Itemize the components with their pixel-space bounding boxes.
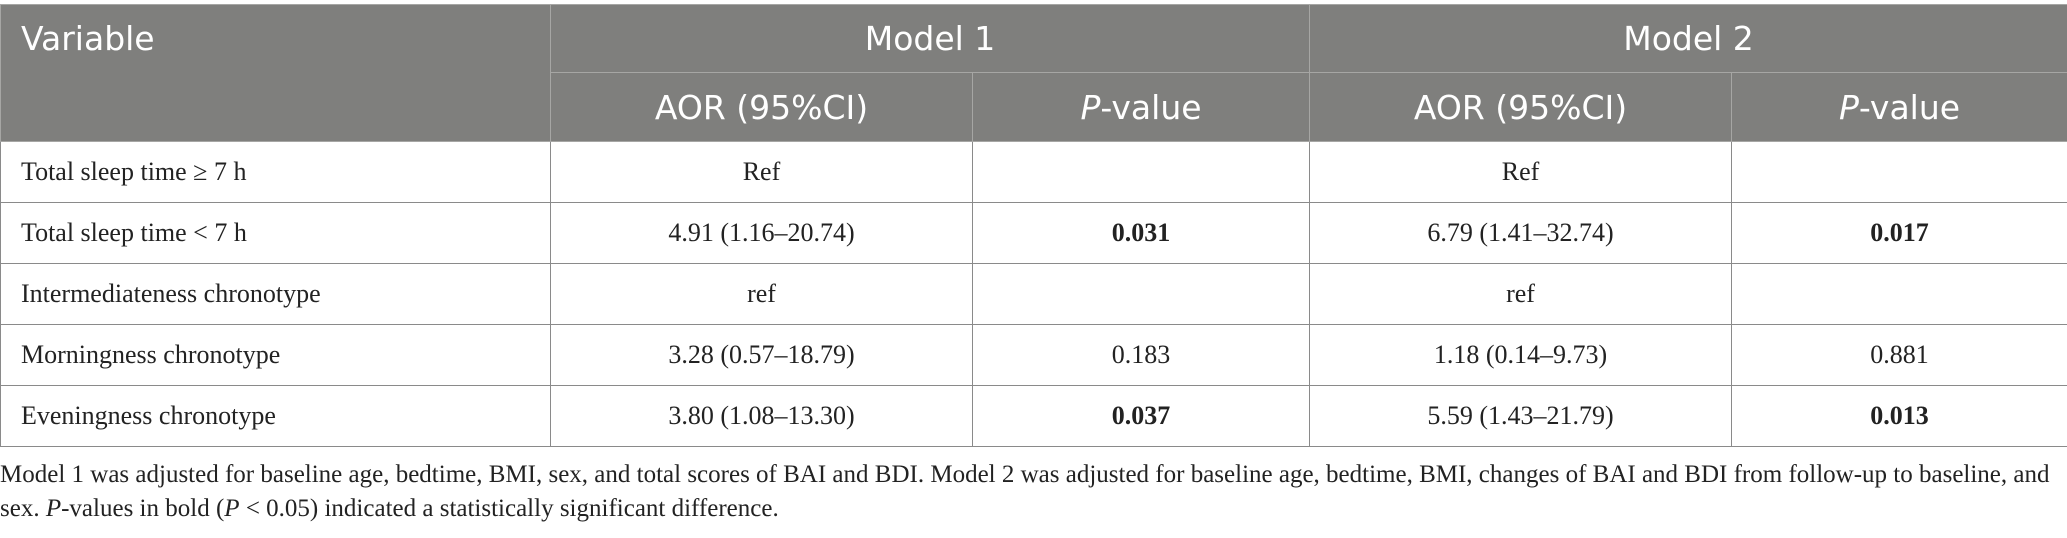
m2-p-cell: 0.881 <box>1731 324 2067 386</box>
m1-aor-cell: Ref <box>550 141 973 203</box>
header-m2-aor: AOR (95%CI) <box>1309 72 1733 142</box>
m1-aor-cell: 3.80 (1.08–13.30) <box>550 385 973 447</box>
table-row: Intermediateness chronotype ref ref <box>0 263 2067 325</box>
header-variable: Variable <box>0 4 551 142</box>
footnote-text-1: Model 1 was adjusted for baseline age, b… <box>0 461 2050 522</box>
row-label: Total sleep time ≥ 7 h <box>0 141 551 203</box>
header-m2-pvalue: P-value <box>1731 72 2067 142</box>
m1-aor-cell: 3.28 (0.57–18.79) <box>550 324 973 386</box>
footnote-text-2: -values in bold ( <box>61 495 225 522</box>
row-label: Intermediateness chronotype <box>0 263 551 325</box>
m2-aor-cell: Ref <box>1309 141 1733 203</box>
p-italic: P <box>1838 87 1859 127</box>
header-m1-pvalue: P-value <box>971 72 1311 142</box>
table-row: Total sleep time ≥ 7 h Ref Ref <box>0 141 2067 203</box>
m1-aor-cell: ref <box>550 263 973 325</box>
results-table-container: Variable Model 1 Model 2 AOR (95%CI) P-v… <box>0 4 2067 447</box>
header-m1-aor: AOR (95%CI) <box>550 72 973 142</box>
p-italic: P <box>1080 87 1101 127</box>
table-row: Morningness chronotype 3.28 (0.57–18.79)… <box>0 324 2067 386</box>
results-table: Variable Model 1 Model 2 AOR (95%CI) P-v… <box>0 4 2067 447</box>
m2-aor-cell: 6.79 (1.41–32.74) <box>1309 202 1733 264</box>
footnote-p-italic-1: P <box>45 495 62 522</box>
row-label: Eveningness chronotype <box>0 385 551 447</box>
m1-p-cell <box>971 141 1311 203</box>
footnote-text-3: < 0.05) indicated a statistically signif… <box>239 495 779 522</box>
table-row: Total sleep time < 7 h 4.91 (1.16–20.74)… <box>0 202 2067 264</box>
footnote-p-italic-2: P <box>224 495 240 522</box>
m2-p-cell: 0.013 <box>1731 385 2067 447</box>
m2-p-cell <box>1731 141 2067 203</box>
m1-aor-cell: 4.91 (1.16–20.74) <box>550 202 973 264</box>
row-label: Morningness chronotype <box>0 324 551 386</box>
header-row-2: AOR (95%CI) P-value AOR (95%CI) P-value <box>1 72 2067 142</box>
m2-p-cell: 0.017 <box>1731 202 2067 264</box>
p-suffix: -value <box>1858 87 1961 127</box>
m1-p-cell: 0.183 <box>971 324 1311 386</box>
header-model-2: Model 2 <box>1309 4 2067 73</box>
row-label: Total sleep time < 7 h <box>0 202 551 264</box>
m2-aor-cell: ref <box>1309 263 1733 325</box>
m2-aor-cell: 5.59 (1.43–21.79) <box>1309 385 1733 447</box>
table-footnote: Model 1 was adjusted for baseline age, b… <box>0 458 2060 526</box>
m1-p-cell: 0.037 <box>971 385 1311 447</box>
m1-p-cell: 0.031 <box>971 202 1311 264</box>
header-model-1: Model 1 <box>549 4 1311 73</box>
m1-p-cell <box>971 263 1311 325</box>
table-row: Eveningness chronotype 3.80 (1.08–13.30)… <box>0 385 2067 447</box>
p-suffix: -value <box>1100 87 1202 127</box>
m2-p-cell <box>1731 263 2067 325</box>
m2-aor-cell: 1.18 (0.14–9.73) <box>1309 324 1733 386</box>
header-row-1: Variable Model 1 Model 2 <box>0 4 2067 142</box>
